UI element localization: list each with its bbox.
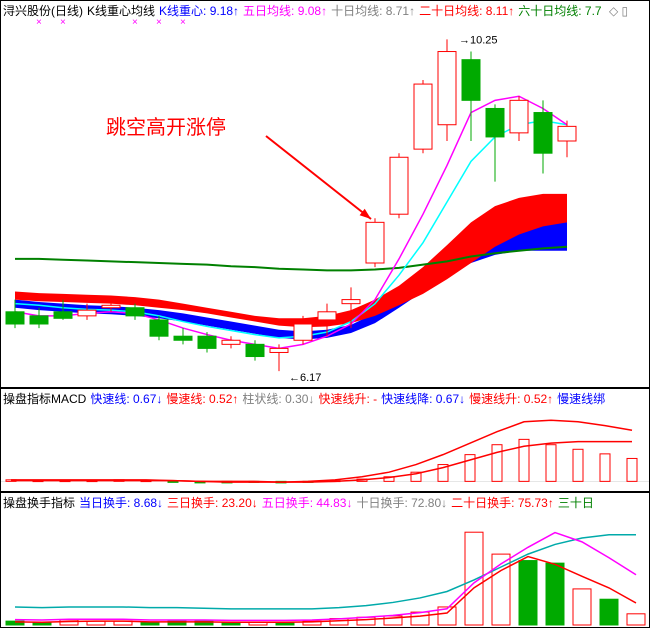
candle-body	[126, 308, 144, 316]
legend-item: 五日换手: 44.83↓	[262, 496, 353, 510]
candle-body	[438, 52, 456, 125]
candle-body	[534, 113, 552, 154]
candle-body	[150, 320, 168, 336]
candle-body	[54, 312, 72, 319]
legend-item: 当日换手: 8.68↓	[79, 496, 163, 510]
candle-body	[342, 300, 360, 304]
turnover-bar	[519, 561, 537, 625]
price-low-label: ←6.17	[289, 372, 321, 384]
candle-body	[102, 305, 120, 307]
price-high-label: →10.25	[459, 34, 498, 46]
annotation-text: 跳空高开涨停	[106, 111, 226, 140]
legend-item: 慢速线升: 0.52↑	[469, 392, 553, 406]
macd-line	[11, 420, 632, 482]
turnover-line	[15, 535, 636, 609]
candle-body	[414, 84, 432, 149]
candle-body	[78, 310, 96, 316]
candle-body	[366, 222, 384, 263]
candle-body	[558, 126, 576, 141]
legend-item: 六十日均线: 7.7	[518, 4, 601, 18]
panel-title: 操盘指标MACD	[3, 392, 86, 406]
candle-body	[510, 100, 528, 133]
turnover-bar	[411, 612, 429, 625]
legend-item: K线重心: 9.18↑	[159, 4, 239, 18]
panel-title: 操盘换手指标	[3, 496, 75, 510]
candle-body	[198, 336, 216, 348]
macd-bar	[573, 449, 583, 481]
legend-item: 快速线升: -	[318, 392, 377, 406]
legend-item: 十日均线: 8.71↑	[331, 4, 415, 18]
legend-item: 快速线降: 0.67↓	[381, 392, 465, 406]
legend-item: 二十日均线: 8.11↑	[419, 4, 514, 18]
legend-item: 柱状线: 0.30↓	[242, 392, 314, 406]
legend-item: 三十日	[558, 496, 594, 510]
legend-item: 十日换手: 72.80↓	[356, 496, 447, 510]
turnover-bar	[141, 622, 159, 625]
indicator-name: K线重心均线	[87, 4, 155, 18]
candle-body	[462, 60, 480, 101]
macd-bar	[600, 454, 610, 481]
candle-body	[390, 157, 408, 214]
candle-body	[294, 324, 312, 340]
candle-body	[318, 312, 336, 320]
annotation-arrow	[266, 136, 371, 219]
turnover-bar	[357, 617, 375, 625]
turnover-bar	[546, 563, 564, 625]
macd-bar	[546, 445, 556, 482]
legend-item: 慢速线绑	[557, 392, 605, 406]
legend-item: 三日换手: 23.20↓	[167, 496, 258, 510]
candle-body	[486, 108, 504, 136]
macd-bar	[627, 458, 637, 481]
macd-line	[11, 442, 632, 482]
candle-body	[6, 312, 24, 324]
turnover-bar	[573, 589, 591, 625]
candle-body	[174, 336, 192, 340]
legend-item: 二十日换手: 75.73↑	[451, 496, 554, 510]
legend-item: 五日均线: 9.08↑	[243, 4, 327, 18]
turnover-line	[15, 557, 636, 623]
candle-body	[270, 348, 288, 352]
stock-name: 浔兴股份(日线)	[3, 4, 83, 18]
legend-item: 慢速线: 0.52↑	[166, 392, 238, 406]
turnover-bar	[600, 599, 618, 625]
candle-body	[246, 344, 264, 356]
legend-item: 快速线: 0.67↓	[90, 392, 162, 406]
macd-bar	[168, 481, 178, 482]
turnover-bar	[627, 614, 645, 625]
candle-body	[30, 316, 48, 324]
candle-body	[222, 340, 240, 344]
macd-bar	[492, 445, 502, 482]
